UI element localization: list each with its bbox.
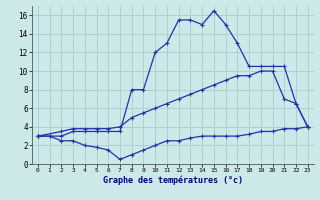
X-axis label: Graphe des températures (°c): Graphe des températures (°c) bbox=[103, 176, 243, 185]
